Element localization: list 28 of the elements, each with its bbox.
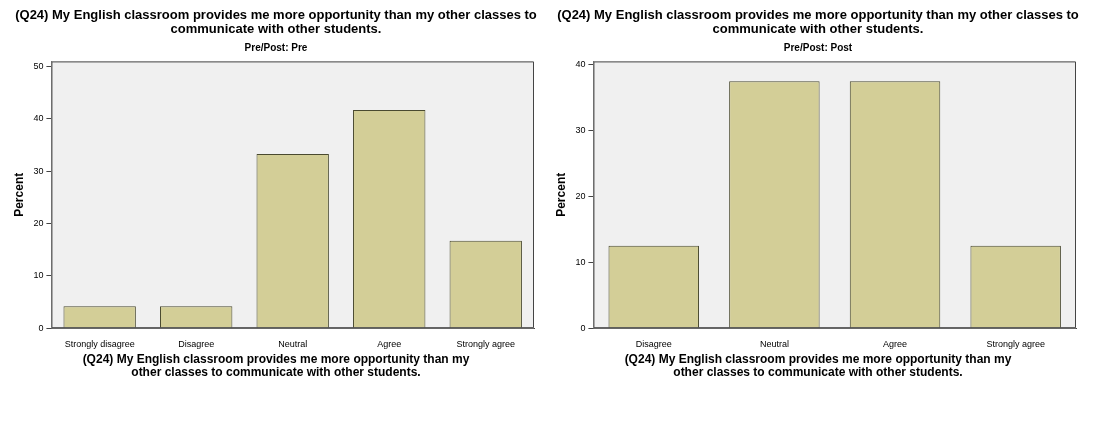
x-tick-label: Strongly agree [986,339,1045,350]
x-tick-label: Disagree [635,339,672,350]
x-tick-label: Strongly agree [456,339,516,350]
x-tick-label: Agree [377,339,402,350]
x-tick-label: Neutral [759,339,789,350]
y-tick-label: 10 [33,270,44,281]
y-tick-label: 20 [33,218,44,229]
chart-title: (Q24) My English classroom provides me more opportunity than my other classes to communicate with other students. [14,7,538,36]
x-tick-label: Disagree [178,339,215,350]
y-tick-label: 30 [575,125,586,136]
y-tick-label: 20 [575,190,586,201]
y-tick-label: 50 [33,61,44,72]
y-axis-title: Percent [11,172,26,217]
chart-subtitle: Pre/Post: Post [782,42,854,53]
y-tick-label: 30 [33,165,44,176]
x-tick-label: Neutral [278,339,308,350]
y-tick-label: 0 [38,322,44,333]
y-tick-label: 40 [575,59,586,70]
chart-subtitle: Pre/Post: Pre [243,42,309,53]
x-tick-label: Agree [883,339,908,350]
y-tick-label: 40 [33,113,44,124]
y-tick-label: 10 [575,256,586,267]
x-axis-title: (Q24) My English classroom provides me more opportunity than my other classes to communicate with other students. [81,352,471,379]
y-tick-label: 0 [580,322,586,333]
x-axis-title: (Q24) My English classroom provides me more opportunity than my other classes to communicate with other students. [623,352,1013,379]
x-tick-label: Strongly disagree [64,339,135,350]
chart-title: (Q24) My English classroom provides me more opportunity than my other classes to communicate with other students. [556,7,1080,36]
y-axis-title: Percent [553,172,568,217]
